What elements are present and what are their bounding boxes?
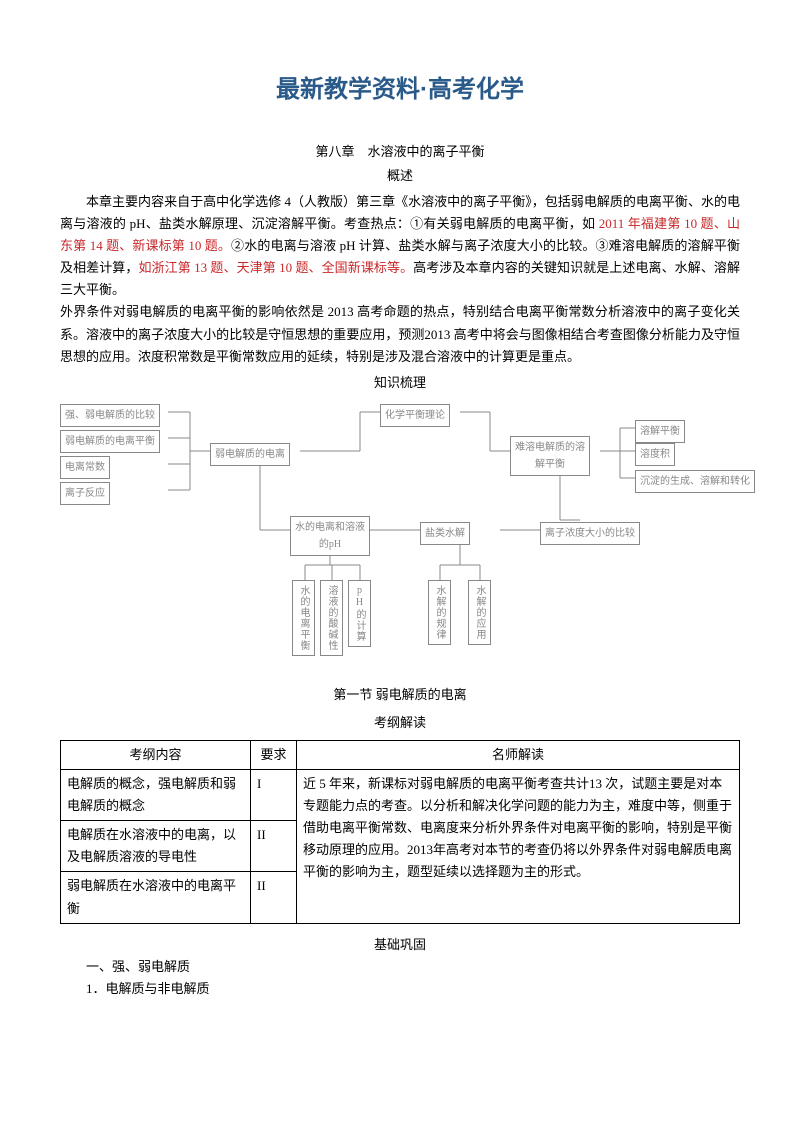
diagram-vbox: 水的电离平衡 (292, 580, 315, 656)
diagram-vbox: 溶液的酸碱性 (320, 580, 343, 656)
syllabus-label: 考纲解读 (60, 712, 740, 734)
overview-paragraph-1: 本章主要内容来自于高中化学选修 4（人教版）第三章《水溶液中的离子平衡》，包括弱… (60, 191, 740, 301)
table-header: 考纲内容 (61, 741, 251, 770)
diagram-box: 电离常数 (60, 456, 110, 479)
diagram-vbox: pH的计算 (348, 580, 371, 647)
overview-paragraph-2: 外界条件对弱电解质的电离平衡的影响依然是 2013 高考命题的热点，特别结合电离… (60, 301, 740, 367)
table-row: 电解质的概念，强电解质和弱电解质的概念 I 近 5 年来，新课标对弱电解质的电离… (61, 770, 740, 821)
table-header-row: 考纲内容 要求 名师解读 (61, 741, 740, 770)
bullet-1: 一、强、弱电解质 (86, 956, 740, 978)
section-1-title: 第一节 弱电解质的电离 (60, 684, 740, 706)
table-cell: II (251, 872, 297, 923)
diagram-box: 离子反应 (60, 482, 110, 505)
diagram-box: 强、弱电解质的比较 (60, 404, 160, 427)
diagram-box: 盐类水解 (420, 522, 470, 545)
diagram-vbox: 水解的应用 (468, 580, 491, 645)
syllabus-table: 考纲内容 要求 名师解读 电解质的概念，强电解质和弱电解质的概念 I 近 5 年… (60, 740, 740, 924)
overview-label: 概述 (60, 165, 740, 187)
table-cell: I (251, 770, 297, 821)
diagram-box: 溶度积 (635, 443, 675, 466)
table-header: 要求 (251, 741, 297, 770)
chapter-heading: 第八章 水溶液中的离子平衡 (60, 141, 740, 163)
bullet-2: 1．电解质与非电解质 (86, 978, 740, 1000)
table-cell: 电解质在水溶液中的电离，以及电解质溶液的导电性 (61, 821, 251, 872)
knowledge-label: 知识梳理 (60, 372, 740, 394)
diagram-box: 离子浓度大小的比较 (540, 522, 640, 545)
table-header: 名师解读 (297, 741, 740, 770)
diagram-box: 弱电解质的电离 (210, 443, 290, 466)
diagram-box: 溶解平衡 (635, 420, 685, 443)
diagram-vbox: 水解的规律 (428, 580, 451, 645)
table-cell: 电解质的概念，强电解质和弱电解质的概念 (61, 770, 251, 821)
knowledge-diagram: 强、弱电解质的比较 弱电解质的电离平衡 电离常数 离子反应 弱电解质的电离 化学… (60, 400, 740, 680)
table-cell: 弱电解质在水溶液中的电离平衡 (61, 872, 251, 923)
diagram-box: 难溶电解质的溶解平衡 (510, 436, 590, 476)
page-title: 最新教学资料·高考化学 (60, 70, 740, 111)
diagram-box: 弱电解质的电离平衡 (60, 430, 160, 453)
table-cell: II (251, 821, 297, 872)
basics-label: 基础巩固 (60, 934, 740, 956)
highlight-text: 如浙江第 13 题、天津第 10 题、全国新课标等。 (138, 260, 413, 275)
diagram-box: 化学平衡理论 (380, 404, 450, 427)
table-cell-interpretation: 近 5 年来，新课标对弱电解质的电离平衡考查共计13 次，试题主要是对本专题能力… (297, 770, 740, 924)
diagram-box: 水的电离和溶液的pH (290, 516, 370, 556)
diagram-box: 沉淀的生成、溶解和转化 (635, 470, 755, 493)
